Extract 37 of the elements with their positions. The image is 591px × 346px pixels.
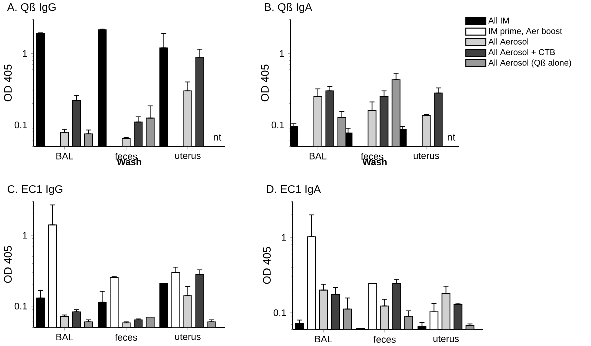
y-tick-label: 0.1 <box>272 122 284 128</box>
x-tick-label: feces <box>115 152 138 160</box>
y-tick-label: 0.1 <box>14 302 28 310</box>
chart-title: D. EC1 IgA <box>267 185 322 196</box>
legend-label: All IM <box>488 17 510 24</box>
chart-title: B. Qß IgA <box>265 3 312 14</box>
y-axis-title: OD 405 <box>263 247 272 284</box>
x-tick-label: feces <box>115 334 138 341</box>
legend-label: All Aerosol <box>488 38 528 45</box>
legend-label: All Aerosol (Qß alone) <box>488 60 572 68</box>
y-tick-label: 1 <box>23 50 28 57</box>
x-tick-label: uterus <box>434 336 460 342</box>
legend-label: All Aerosol + CTB <box>488 49 556 56</box>
chart-title: A. Qß IgG <box>7 3 56 14</box>
y-tick-label: 1 <box>282 234 286 241</box>
annotation: nt <box>448 134 456 141</box>
y-tick-label: 1 <box>23 232 28 239</box>
x-tick-label: uterus <box>176 334 201 340</box>
y-axis-title: OD 405 <box>4 64 12 102</box>
x-tick-label: uterus <box>414 152 440 160</box>
x-axis-title: Wash <box>362 158 387 166</box>
x-tick-label: feces <box>374 336 396 343</box>
x-tick-label: BAL <box>56 152 74 160</box>
x-tick-label: BAL <box>315 336 332 342</box>
x-axis-title: Wash <box>117 158 142 166</box>
y-axis-title: OD 405 <box>261 64 270 102</box>
y-tick-label: 1 <box>280 50 284 57</box>
x-tick-label: BAL <box>310 152 327 160</box>
annotation: nt <box>214 134 222 141</box>
x-tick-label: uterus <box>176 152 201 160</box>
chart-title: C. EC1 IgG <box>8 185 63 196</box>
x-tick-label: feces <box>361 152 384 160</box>
x-tick-label: BAL <box>56 334 74 340</box>
legend-label: IM prime, Aer boost <box>489 28 562 36</box>
y-tick-label: 0.1 <box>14 122 28 128</box>
y-tick-label: 0.1 <box>274 310 286 316</box>
y-axis-title: OD 405 <box>4 246 12 284</box>
